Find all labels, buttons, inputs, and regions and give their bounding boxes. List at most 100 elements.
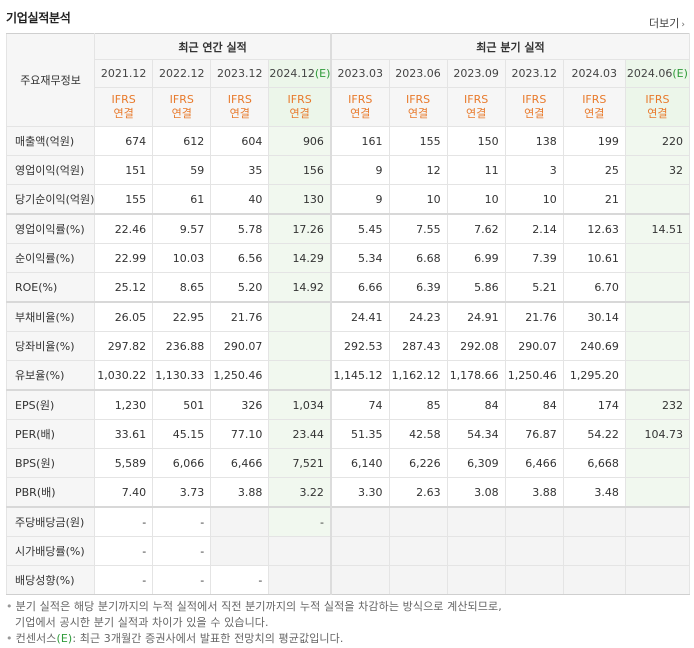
value-cell: 24.23: [388, 301, 448, 332]
value-cell: 138: [504, 126, 564, 156]
value-cell: 6.70: [562, 272, 626, 303]
value-cell: 85: [388, 389, 448, 420]
value-cell: 1,250.46: [210, 360, 270, 391]
value-cell: 24.41: [330, 301, 390, 332]
value-cell: 6.56: [210, 243, 270, 273]
ifrs-label: IFRS: [348, 93, 373, 106]
value-cell: 1,030.22: [94, 360, 154, 391]
period-header: 2022.12: [152, 59, 212, 88]
value-cell: 174: [562, 389, 626, 420]
value-cell: -: [152, 565, 212, 595]
value-cell: -: [268, 506, 332, 537]
row-label: 시가배당률(%): [5, 536, 96, 566]
value-cell: [504, 565, 564, 595]
consolidated-label: 연결: [524, 107, 545, 120]
value-cell: 7,521: [268, 448, 332, 478]
value-cell: [624, 477, 691, 508]
bullet-icon: •: [6, 600, 13, 613]
row-label: PBR(배): [5, 477, 96, 508]
ifrs-cell: IFRS 연결: [446, 87, 506, 127]
value-cell: [330, 506, 390, 537]
value-cell: 2.63: [388, 477, 448, 508]
value-cell: [268, 301, 332, 332]
value-cell: 23.44: [268, 419, 332, 449]
consolidated-label: 연결: [466, 107, 487, 120]
value-cell: 22.95: [152, 301, 212, 332]
value-cell: [268, 360, 332, 391]
value-cell: 6,066: [152, 448, 212, 478]
value-cell: 1,145.12: [330, 360, 390, 391]
footnote-1-cont: 기업에서 공시한 분기 실적과 차이가 있을 수 있습니다.: [15, 616, 269, 629]
value-cell: 5.86: [446, 272, 506, 303]
value-cell: 6.68: [388, 243, 448, 273]
ifrs-label: IFRS: [169, 93, 194, 106]
ifrs-cell: IFRS 연결: [330, 87, 390, 127]
value-cell: 7.40: [94, 477, 154, 508]
period-label: 2023.03: [337, 67, 383, 80]
value-cell: 51.35: [330, 419, 390, 449]
value-cell: 54.22: [562, 419, 626, 449]
chevron-right-icon: ›: [681, 20, 685, 30]
value-cell: 12.63: [562, 213, 626, 244]
value-cell: 22.99: [94, 243, 154, 273]
value-cell: 6.39: [388, 272, 448, 303]
value-cell: 6,466: [504, 448, 564, 478]
value-cell: 42.58: [388, 419, 448, 449]
row-header-label: 주요재무정보: [5, 33, 96, 127]
value-cell: -: [152, 506, 212, 537]
value-cell: 12: [388, 155, 448, 185]
value-cell: -: [94, 565, 154, 595]
table-row: 당기순이익(억원) 155 61 40 130 9 10 10 10 21: [5, 184, 691, 215]
table-row: ROE(%) 25.12 8.65 5.20 14.92 6.66 6.39 5.86 5.21…: [5, 272, 691, 303]
value-cell: 236.88: [152, 331, 212, 361]
value-cell: 74: [330, 389, 390, 420]
period-label: 2024.12: [269, 67, 315, 80]
value-cell: 1,034: [268, 389, 332, 420]
period-header: 2021.12: [94, 59, 154, 88]
table-row: 영업이익률(%) 22.46 9.57 5.78 17.26 5.45 7.55 7.62 2.…: [5, 213, 691, 244]
value-cell: 24.91: [446, 301, 506, 332]
value-cell: [624, 301, 691, 332]
value-cell: 156: [268, 155, 332, 185]
value-cell: 6,226: [388, 448, 448, 478]
period-label: 2022.12: [158, 67, 205, 80]
period-label: 2023.09: [453, 67, 499, 80]
value-cell: [330, 565, 390, 595]
financial-table: 주요재무정보 최근 연간 실적 최근 분기 실적 2021.12 2022.12 2…: [5, 33, 691, 595]
value-cell: [624, 243, 691, 273]
section-title: 기업실적분석: [6, 11, 71, 25]
period-label: 2024.03: [571, 67, 618, 80]
value-cell: 290.07: [504, 331, 564, 361]
value-cell: [624, 331, 691, 361]
value-cell: 7.39: [504, 243, 564, 273]
ifrs-label: IFRS: [582, 93, 607, 106]
table-row: BPS(원) 5,589 6,066 6,466 7,521 6,140 6,226 6,30…: [5, 448, 691, 478]
ifrs-cell: IFRS 연결: [562, 87, 626, 127]
more-link[interactable]: 더보기 ›: [649, 15, 685, 31]
value-cell: 240.69: [562, 331, 626, 361]
value-cell: [562, 565, 626, 595]
ifrs-cell: IFRS 연결: [504, 87, 564, 127]
value-cell: 130: [268, 184, 332, 215]
value-cell: 61: [152, 184, 212, 215]
value-cell: [388, 506, 448, 537]
value-cell: 21: [562, 184, 626, 215]
ifrs-cell: IFRS 연결: [210, 87, 270, 127]
value-cell: 7.55: [388, 213, 448, 244]
value-cell: 32: [624, 155, 691, 185]
value-cell: 45.15: [152, 419, 212, 449]
value-cell: 290.07: [210, 331, 270, 361]
value-cell: [624, 184, 691, 215]
value-cell: 1,250.46: [504, 360, 564, 391]
value-cell: 25.12: [94, 272, 154, 303]
table-row: 순이익률(%) 22.99 10.03 6.56 14.29 5.34 6.68 6.99 7.…: [5, 243, 691, 273]
value-cell: 11: [446, 155, 506, 185]
value-cell: 35: [210, 155, 270, 185]
value-cell: 10.61: [562, 243, 626, 273]
value-cell: 151: [94, 155, 154, 185]
value-cell: 2.14: [504, 213, 564, 244]
value-cell: 287.43: [388, 331, 448, 361]
ifrs-cell: IFRS 연결: [152, 87, 212, 127]
value-cell: 3.88: [504, 477, 564, 508]
period-label: 2024.06: [626, 67, 673, 80]
